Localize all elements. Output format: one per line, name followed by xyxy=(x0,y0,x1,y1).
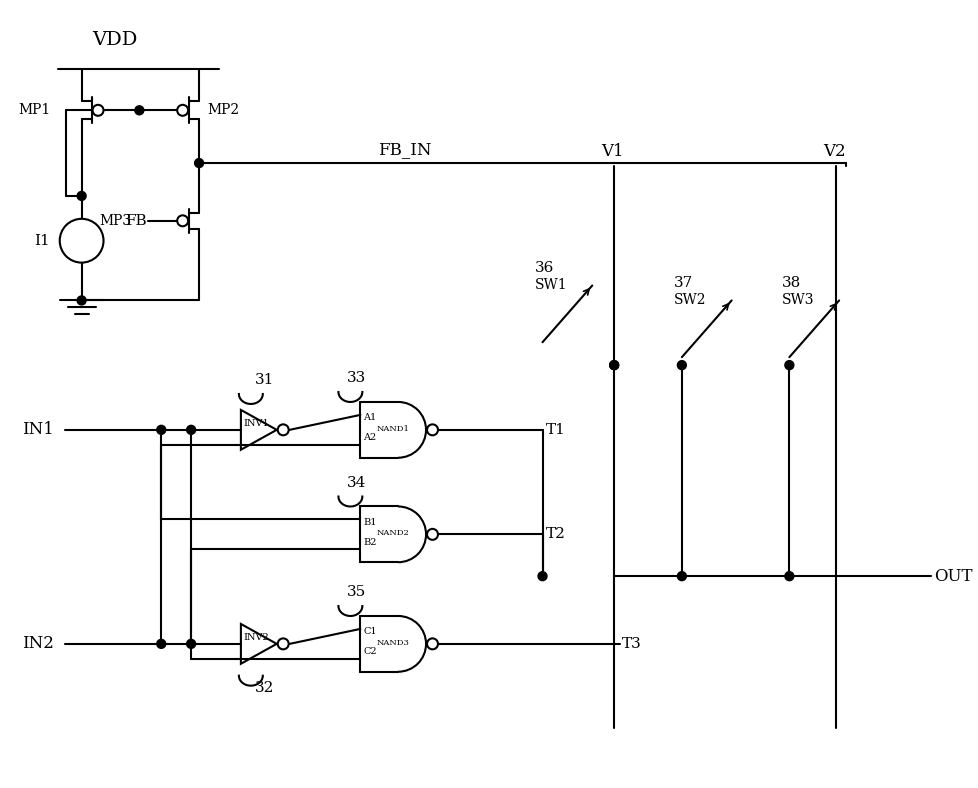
Circle shape xyxy=(278,425,289,435)
Circle shape xyxy=(609,361,618,370)
Circle shape xyxy=(426,638,437,649)
Text: FB_IN: FB_IN xyxy=(378,140,431,158)
Circle shape xyxy=(195,158,203,168)
Circle shape xyxy=(677,571,686,581)
Circle shape xyxy=(187,426,196,434)
Text: I1: I1 xyxy=(34,234,50,247)
Text: NAND3: NAND3 xyxy=(376,639,409,647)
Circle shape xyxy=(177,105,188,116)
Text: A2: A2 xyxy=(363,433,377,442)
Circle shape xyxy=(187,639,196,649)
Circle shape xyxy=(538,571,547,581)
Text: 35: 35 xyxy=(346,585,366,599)
Text: 31: 31 xyxy=(254,373,274,387)
Text: MP1: MP1 xyxy=(18,103,50,117)
Text: B1: B1 xyxy=(363,518,377,527)
Text: 36: 36 xyxy=(534,261,554,274)
Circle shape xyxy=(77,296,86,305)
Text: 33: 33 xyxy=(346,371,366,385)
Text: 34: 34 xyxy=(346,476,366,489)
Text: T2: T2 xyxy=(545,527,564,541)
Text: 37: 37 xyxy=(673,276,692,289)
Text: NAND1: NAND1 xyxy=(376,425,409,433)
Circle shape xyxy=(135,106,144,115)
Text: NAND2: NAND2 xyxy=(376,530,409,537)
Text: T1: T1 xyxy=(545,423,564,437)
Text: C1: C1 xyxy=(363,627,377,637)
Circle shape xyxy=(784,571,793,581)
Text: 38: 38 xyxy=(780,276,800,289)
Text: T3: T3 xyxy=(621,637,642,651)
Text: MP2: MP2 xyxy=(206,103,239,117)
Text: V1: V1 xyxy=(600,143,623,160)
Text: IN1: IN1 xyxy=(22,422,54,438)
Text: IN2: IN2 xyxy=(22,635,54,652)
Circle shape xyxy=(784,361,793,370)
Text: OUT: OUT xyxy=(933,567,971,585)
Circle shape xyxy=(77,191,86,200)
Circle shape xyxy=(677,361,686,370)
Text: INV1: INV1 xyxy=(244,419,269,429)
Text: C2: C2 xyxy=(363,647,377,656)
Circle shape xyxy=(278,638,289,649)
Text: A1: A1 xyxy=(363,414,377,422)
Text: B2: B2 xyxy=(363,538,377,547)
Text: FB: FB xyxy=(124,214,146,228)
Circle shape xyxy=(60,219,104,262)
Circle shape xyxy=(93,105,104,116)
Text: VDD: VDD xyxy=(92,31,137,49)
Text: INV2: INV2 xyxy=(244,634,269,642)
Text: SW3: SW3 xyxy=(780,293,813,307)
Circle shape xyxy=(156,426,165,434)
Circle shape xyxy=(426,529,437,540)
Circle shape xyxy=(156,639,165,649)
Text: SW2: SW2 xyxy=(673,293,706,307)
Text: MP3: MP3 xyxy=(100,214,131,228)
Text: 32: 32 xyxy=(254,681,274,695)
Circle shape xyxy=(177,215,188,226)
Text: V2: V2 xyxy=(822,143,845,160)
Circle shape xyxy=(426,425,437,435)
Circle shape xyxy=(609,361,618,370)
Text: SW1: SW1 xyxy=(534,278,566,292)
